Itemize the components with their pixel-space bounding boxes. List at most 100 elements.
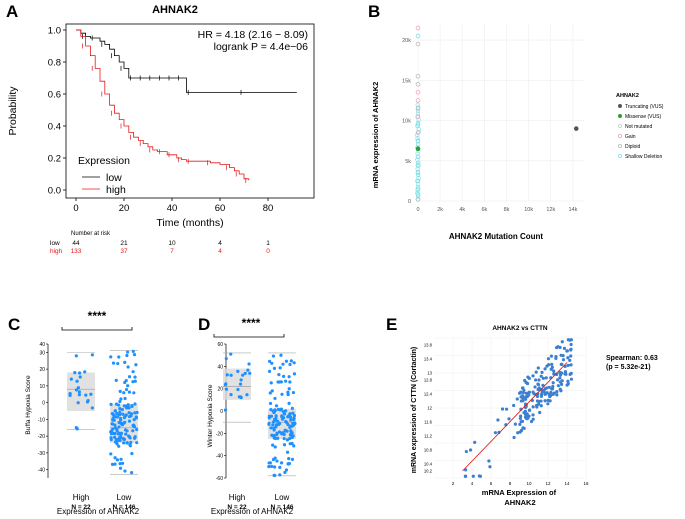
box-point	[286, 415, 290, 419]
box-point	[269, 381, 273, 385]
corr-point	[537, 386, 541, 390]
corr-point	[556, 384, 560, 388]
mutation-xtick-label: 2k	[437, 207, 443, 213]
corr-stat-line2: (p = 5.32e-21)	[606, 364, 651, 371]
box-point	[273, 445, 277, 449]
mutation-point	[415, 186, 421, 192]
box-point	[272, 428, 276, 432]
corr-point	[521, 390, 525, 395]
corr-point	[566, 356, 570, 360]
box-point	[109, 355, 113, 359]
box-ytick-label: -40	[38, 468, 45, 474]
box-point	[267, 465, 271, 469]
km-logrank-text: logrank P = 4.4e−06	[214, 41, 309, 53]
box-point	[113, 440, 118, 444]
corr-point	[539, 374, 543, 378]
corr-point	[550, 362, 554, 366]
corr-point	[569, 371, 573, 375]
box-point	[283, 379, 288, 383]
mutation-point	[415, 194, 421, 199]
box-point	[115, 412, 119, 416]
km-xlabel: Time (months)	[156, 217, 223, 229]
box-group-label: High	[73, 493, 89, 502]
corr-point	[543, 367, 547, 371]
box-point	[73, 371, 77, 375]
corr-point	[529, 419, 534, 424]
km-ytick-label: 0.0	[48, 186, 61, 197]
mutation-xtick-label: 12k	[546, 207, 555, 213]
box-point	[90, 353, 94, 357]
corr-point	[551, 384, 555, 389]
mutation-xtick-label: 0	[416, 207, 419, 213]
box-point	[287, 461, 292, 466]
km-xtick-label: 60	[215, 203, 226, 214]
corr-point	[569, 363, 573, 367]
box-point	[133, 379, 137, 383]
mutation-point	[415, 73, 421, 79]
box-point	[117, 431, 121, 435]
mutation-point	[415, 181, 421, 187]
box-point	[267, 416, 271, 420]
buffa-ylabel: Buffa Hypoxia Score	[25, 375, 32, 435]
winter-significance: ****	[242, 316, 261, 330]
corr-point	[545, 386, 549, 390]
corr-point	[561, 358, 566, 362]
box-point	[127, 434, 131, 438]
box-point	[288, 436, 292, 441]
box-point	[276, 407, 281, 412]
box-point	[292, 372, 297, 376]
box-point	[270, 361, 274, 365]
box-point	[270, 464, 274, 469]
corr-stat-line1: Spearman: 0.63	[606, 355, 658, 362]
box-point	[121, 412, 125, 416]
box-point	[113, 409, 118, 413]
box-point	[224, 356, 228, 361]
box-group-label: High	[229, 493, 245, 502]
mutation-point	[415, 111, 421, 116]
corr-point	[519, 420, 523, 424]
box-point	[117, 413, 121, 417]
mutation-xtick-label: 10k	[524, 207, 533, 213]
corr-point	[471, 474, 475, 478]
box-point	[247, 362, 251, 366]
box-point	[115, 429, 119, 433]
corr-point	[555, 390, 559, 394]
box-point	[236, 387, 240, 392]
corr-xtick-label: 8	[509, 481, 512, 486]
km-ytick-label: 0.2	[48, 154, 61, 165]
box-point	[110, 412, 115, 416]
box-point	[289, 429, 293, 433]
risk-table-title: Number at risk	[71, 231, 111, 237]
box-point	[223, 408, 228, 412]
box-point	[116, 361, 120, 366]
box-point	[129, 414, 133, 418]
corr-ytick-label: 12	[427, 406, 432, 411]
corr-point	[497, 430, 501, 434]
corr-point	[519, 414, 523, 418]
box-point	[75, 427, 79, 431]
corr-point	[521, 426, 525, 430]
mutation-point	[416, 129, 421, 135]
panel-label-e: E	[386, 315, 397, 334]
mutation-point	[415, 178, 421, 184]
box-point	[292, 421, 297, 425]
box-point	[131, 380, 135, 384]
box-point	[113, 456, 117, 460]
box-point	[289, 418, 293, 422]
box-point	[124, 404, 129, 408]
box-ytick-label: -20	[38, 434, 45, 440]
mutation-legend-label: Diploid	[625, 144, 641, 150]
panel-label-d: D	[198, 315, 210, 334]
box-point	[273, 396, 277, 401]
box-point	[288, 380, 292, 384]
box-point	[113, 423, 117, 427]
corr-xtick-label: 6	[490, 481, 493, 486]
box-point	[77, 390, 81, 394]
corr-point	[546, 402, 550, 406]
risk-cell: 0	[266, 248, 270, 255]
mutation-legend-label: Gain	[625, 134, 636, 140]
box-point	[69, 377, 73, 381]
mutation-xtick-label: 14k	[568, 207, 577, 213]
mutation-ylabel: mRNA expression of AHNAK2	[371, 82, 380, 189]
